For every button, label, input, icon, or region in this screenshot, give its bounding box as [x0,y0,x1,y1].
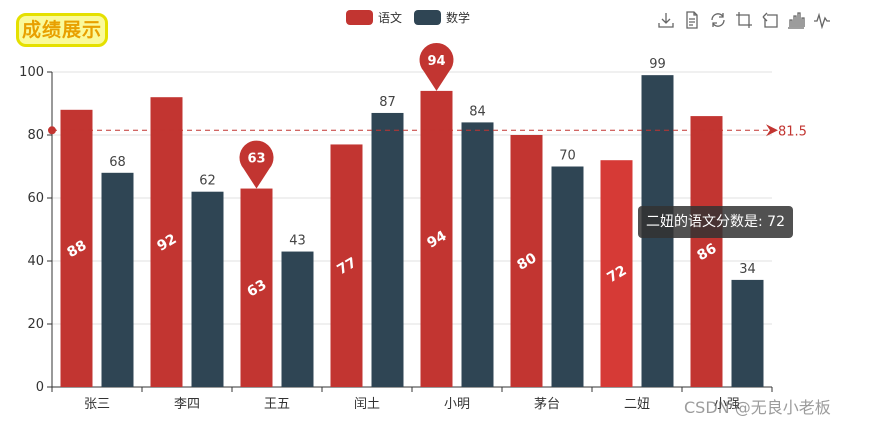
bar-chinese [420,90,453,388]
y-tick-label: 0 [36,380,44,395]
x-tick-label: 小明 [444,397,470,412]
mark-point-max-label: 94 [427,54,445,69]
legend-label-math: 数学 [446,10,471,25]
y-tick-label: 20 [27,317,44,332]
x-tick-label: 王五 [264,397,290,412]
data-label-math: 43 [289,234,306,249]
y-tick-label: 80 [27,128,44,143]
bar-math [281,251,314,387]
bar-math [731,279,764,387]
title-badge: 成绩展示 [16,13,108,47]
data-view-icon[interactable] [682,10,702,30]
y-tick-label: 100 [19,65,44,80]
data-label-math: 70 [559,149,576,164]
data-label-math: 34 [739,262,756,277]
tooltip: 二妞的语文分数是: 72 [638,206,793,238]
bar-chart-icon[interactable] [786,10,806,30]
mark-point-min [239,140,274,189]
data-label-math: 62 [199,174,216,189]
mark-line-arrow [766,124,778,137]
x-tick-label: 李四 [174,397,200,412]
x-tick-label: 小强 [714,397,740,412]
bar-chinese [690,116,723,387]
legend-swatch-chinese [346,9,373,25]
data-label-math: 87 [379,95,396,110]
legend-swatch-math [414,9,442,25]
legend-label-chinese: 语文 [378,10,403,25]
y-tick-label: 60 [27,191,44,206]
bar-chinese [330,144,363,387]
refresh-icon[interactable] [708,10,728,30]
legend-item-math[interactable]: 数学 [414,8,470,26]
legend-item-chinese[interactable]: 语文 [346,8,402,26]
data-label-math: 68 [109,155,126,170]
bar-chinese [240,188,273,387]
legend: 语文 数学 [346,8,470,26]
crop-icon[interactable] [734,10,754,30]
bar-math [461,122,494,388]
x-tick-label: 二妞 [624,397,650,412]
y-tick-label: 40 [27,254,44,269]
data-label-math: 99 [649,57,666,72]
download-icon[interactable] [656,10,676,30]
mark-line-label: 81.5 [778,124,807,139]
toolbox [656,10,832,30]
bar-chinese [600,160,633,387]
x-tick-label: 张三 [84,397,110,412]
data-label-math: 84 [469,104,486,119]
bar-math [101,172,134,387]
undo-zoom-icon[interactable] [760,10,780,30]
bar-chinese [150,97,183,387]
line-chart-icon[interactable] [812,10,832,30]
bar-math [371,112,404,387]
x-tick-label: 茅台 [534,397,560,412]
mark-point-max [419,42,454,91]
bar-math [551,166,584,387]
x-tick-label: 闰土 [354,397,380,412]
mark-point-min-label: 63 [247,152,265,167]
bar-chinese [60,109,93,388]
watermark: CSDN @无良小老板 [684,398,831,417]
bar-math [191,191,224,387]
bar-chinese [510,135,543,387]
